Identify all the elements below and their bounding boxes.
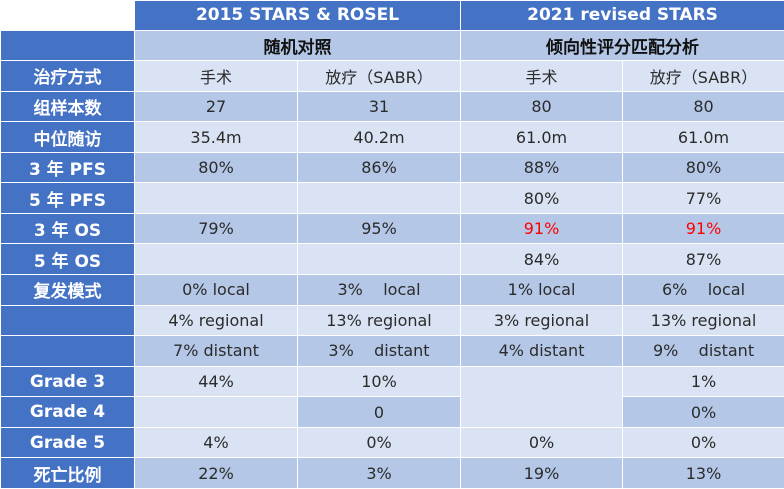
row-label-empty (0, 304, 135, 337)
row-label-recurrence: 复发模式 (0, 274, 135, 306)
cell: 95% (296, 212, 462, 245)
cell: 61.0m (622, 121, 784, 153)
table-row: 4% regional 13% regional 3% regional 13%… (0, 304, 784, 337)
row-label-os5: 5 年 OS (0, 243, 135, 276)
cell: 31 (296, 90, 462, 123)
cell: 6% local (622, 274, 784, 306)
table-row: Grade 3 44% 10% 1% (0, 365, 784, 428)
cell: 84% (460, 243, 624, 276)
group-header-row: 2015 STARS & ROSEL 2021 revised STARS (0, 0, 784, 31)
design-randomized: 随机对照 (133, 29, 462, 62)
table-row: 死亡比例 22% 3% 19% 13% (0, 457, 784, 489)
corner-cell (0, 0, 135, 31)
cell: 4% (134, 426, 298, 459)
cell: 9% distant (622, 335, 784, 367)
cell: 3% (296, 457, 462, 489)
cell: 61.0m (460, 121, 624, 153)
row-label-followup: 中位随访 (0, 121, 135, 153)
cell: 86% (296, 151, 462, 184)
row-label-pfs5: 5 年 PFS (0, 182, 135, 214)
cell: 19% (460, 457, 624, 489)
cell-highlight: 91% (460, 212, 624, 245)
cell: 4% distant (460, 335, 624, 367)
cell: 80% (622, 151, 784, 184)
table-row: 3 年 PFS 80% 86% 88% 80% (0, 151, 784, 184)
cell: 3% local (296, 274, 462, 306)
table-row: 中位随访 35.4m 40.2m 61.0m 61.0m (0, 121, 784, 153)
table-row: 3 年 OS 79% 95% 91% 91% (0, 212, 784, 245)
row-label-mortality: 死亡比例 (0, 457, 135, 489)
row-label-treatment: 治疗方式 (0, 60, 135, 92)
cell: 44% (134, 365, 298, 398)
cell: 0% (622, 396, 784, 428)
cell: 77% (622, 182, 784, 214)
row-label-grade3: Grade 3 (0, 365, 135, 398)
row-label-grade5: Grade 5 (0, 426, 135, 459)
cell (296, 182, 462, 214)
cell: 88% (460, 151, 624, 184)
cell (134, 182, 298, 214)
cell: 80% (460, 182, 624, 214)
group-header-2021: 2021 revised STARS (460, 0, 784, 31)
cell: 80 (622, 90, 784, 123)
cell: 7% distant (134, 335, 298, 367)
cell-highlight: 91% (622, 212, 784, 245)
row-label-empty (0, 335, 135, 367)
cell: 80% (134, 151, 298, 184)
cell: 13% regional (296, 304, 462, 337)
row-label-sample: 组样本数 (0, 90, 135, 123)
cell: 1% (622, 365, 784, 398)
design-row-label (0, 29, 135, 62)
cell (134, 243, 298, 276)
table-row: 7% distant 3% distant 4% distant 9% dist… (0, 335, 784, 367)
table-row: 复发模式 0% local 3% local 1% local 6% local (0, 274, 784, 306)
cell: 40.2m (296, 121, 462, 153)
cell-merged (460, 365, 624, 428)
cell (134, 396, 298, 428)
cell: 13% (622, 457, 784, 489)
cell: 0% (460, 426, 624, 459)
table-row: Grade 4 0 0% (0, 396, 784, 428)
cell: 3% regional (460, 304, 624, 337)
cell: 手术 (134, 60, 298, 92)
cell: 0 (296, 396, 462, 428)
cell: 0% local (134, 274, 298, 306)
cell: 35.4m (134, 121, 298, 153)
cell: 4% regional (134, 304, 298, 337)
cell: 13% regional (622, 304, 784, 337)
table-row: 5 年 OS 84% 87% (0, 243, 784, 276)
row-label-os3: 3 年 OS (0, 212, 135, 245)
table-row: Grade 5 4% 0% 0% 0% (0, 426, 784, 459)
cell: 放疗（SABR） (296, 60, 462, 92)
cell: 3% distant (296, 335, 462, 367)
cell: 79% (134, 212, 298, 245)
cell: 0% (622, 426, 784, 459)
cell: 27 (134, 90, 298, 123)
cell: 80 (460, 90, 624, 123)
table-row: 5 年 PFS 80% 77% (0, 182, 784, 214)
group-header-2015: 2015 STARS & ROSEL (133, 0, 462, 31)
cell: 0% (296, 426, 462, 459)
cell: 87% (622, 243, 784, 276)
cell: 手术 (460, 60, 624, 92)
cell: 1% local (460, 274, 624, 306)
cell: 22% (134, 457, 298, 489)
cell: 10% (296, 365, 462, 398)
cell (296, 243, 462, 276)
table-row: 治疗方式 手术 放疗（SABR） 手术 放疗（SABR） (0, 60, 784, 92)
table-row: 组样本数 27 31 80 80 (0, 90, 784, 123)
design-row: 随机对照 倾向性评分匹配分析 (0, 29, 784, 62)
row-label-pfs3: 3 年 PFS (0, 151, 135, 184)
cell: 放疗（SABR） (622, 60, 784, 92)
design-propensity: 倾向性评分匹配分析 (460, 29, 784, 62)
row-label-grade4: Grade 4 (0, 396, 135, 428)
